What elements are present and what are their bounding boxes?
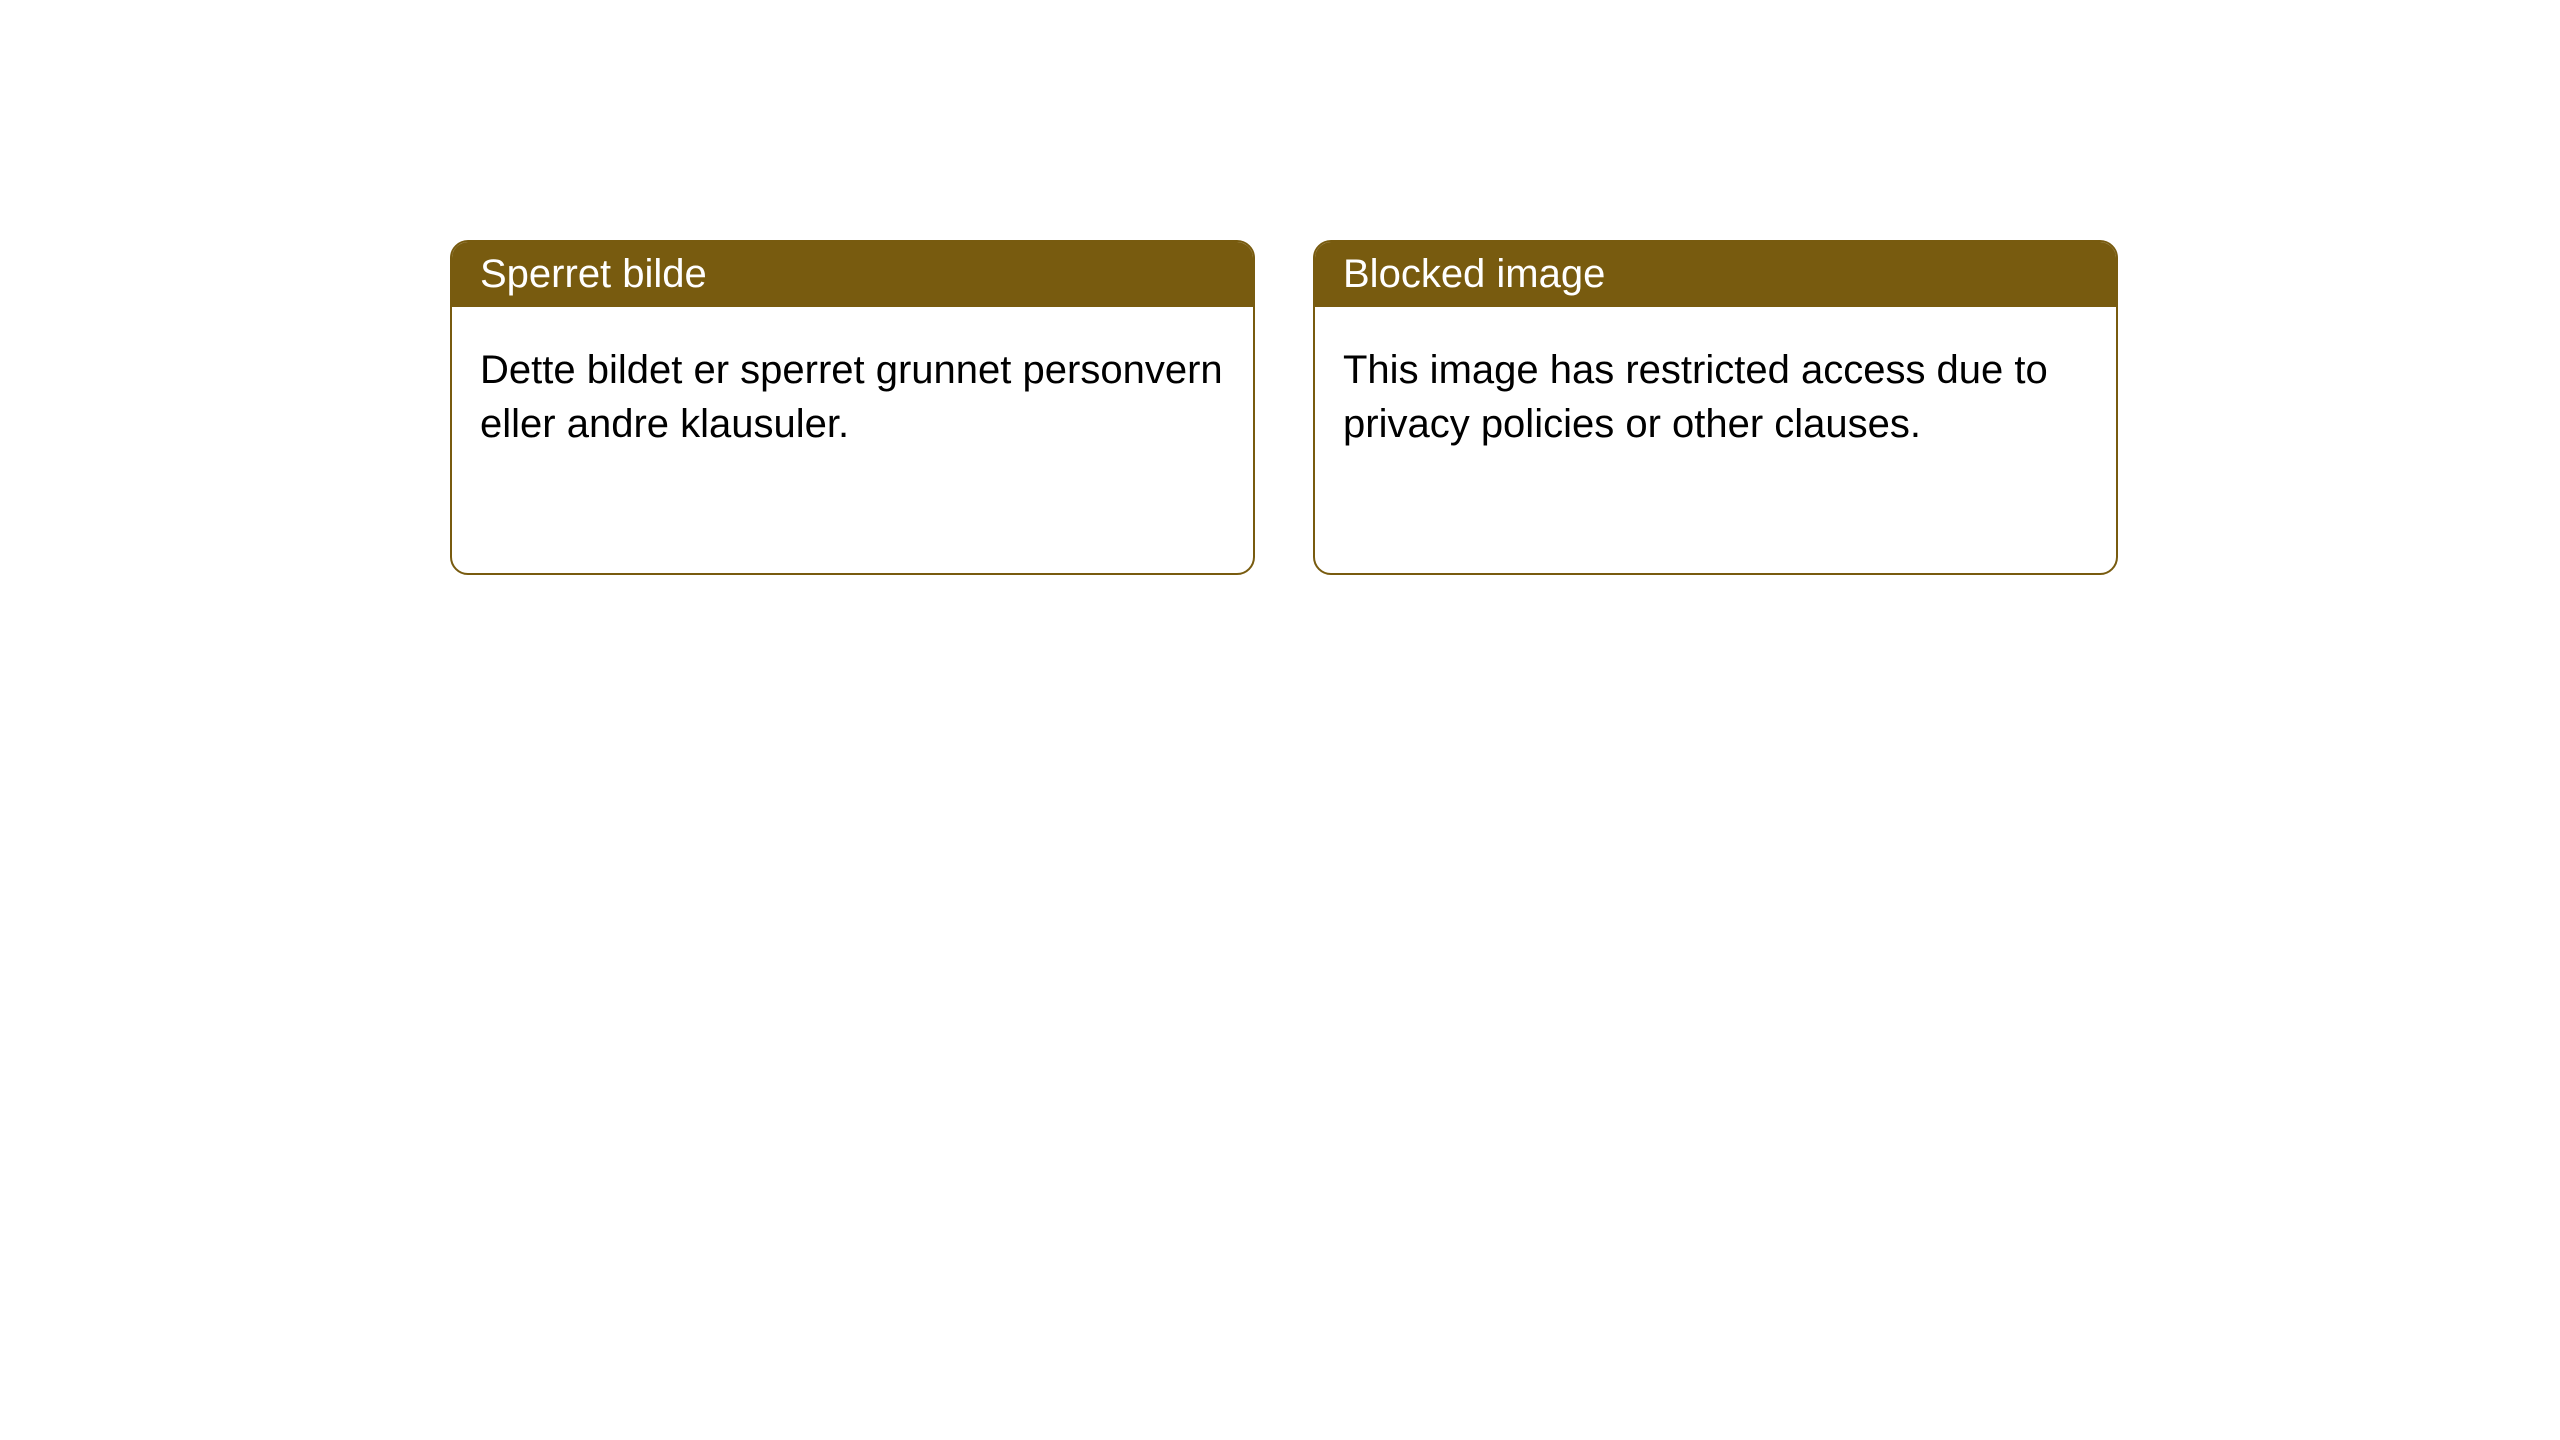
card-body-text: Dette bildet er sperret grunnet personve… <box>480 348 1223 446</box>
card-body-text: This image has restricted access due to … <box>1343 348 2048 446</box>
card-body: Dette bildet er sperret grunnet personve… <box>452 307 1253 487</box>
notice-card-norwegian: Sperret bilde Dette bildet er sperret gr… <box>450 240 1255 575</box>
notice-cards-container: Sperret bilde Dette bildet er sperret gr… <box>450 240 2118 575</box>
card-header: Blocked image <box>1315 242 2116 307</box>
card-title: Sperret bilde <box>480 252 707 296</box>
card-title: Blocked image <box>1343 252 1605 296</box>
card-body: This image has restricted access due to … <box>1315 307 2116 487</box>
card-header: Sperret bilde <box>452 242 1253 307</box>
notice-card-english: Blocked image This image has restricted … <box>1313 240 2118 575</box>
